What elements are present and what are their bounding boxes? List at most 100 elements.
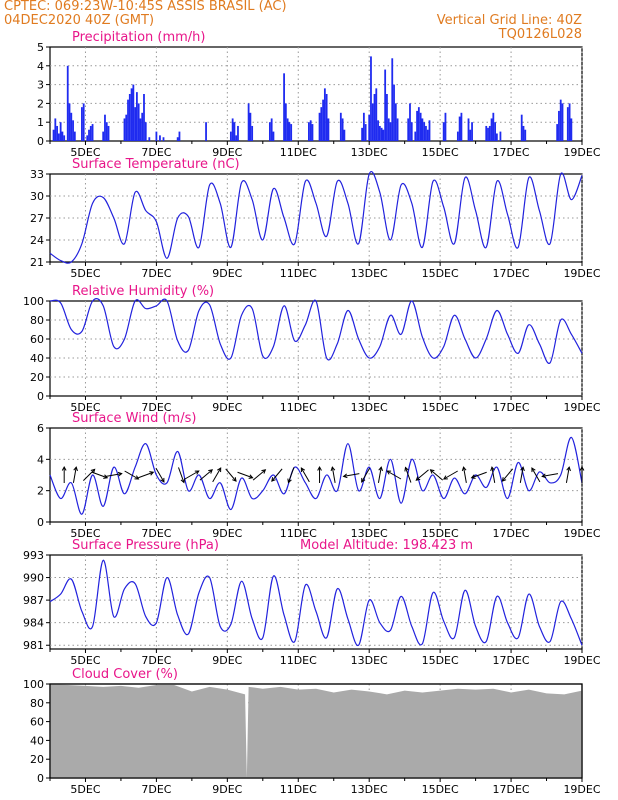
precip-bar (495, 133, 498, 141)
y-tick-label: 4 (37, 453, 44, 466)
precip-bar (52, 129, 55, 141)
y-tick-label: 40 (30, 352, 44, 365)
x-tick-label: 13DEC (351, 783, 388, 796)
precip-bar (82, 103, 85, 141)
precip-bar (86, 135, 89, 141)
precip-bar (490, 118, 493, 141)
precip-bar (494, 122, 497, 141)
precip-bar (309, 120, 312, 141)
x-tick-label: 7DEC (141, 267, 171, 280)
x-tick-label: 9DEC (212, 401, 242, 414)
x-tick-label: 9DEC (212, 783, 242, 796)
wind-arrow (212, 467, 222, 483)
x-tick-label: 19DEC (563, 527, 600, 540)
wind-arrow (178, 467, 186, 484)
x-tick-label: 19DEC (563, 401, 600, 414)
panel-subtitle: Model Altitude: 198.423 m (300, 538, 473, 553)
precip-bar (127, 99, 129, 141)
precip-bar (66, 65, 69, 141)
precip-bar (428, 120, 431, 141)
wind-arrow (579, 465, 585, 483)
x-tick-label: 13DEC (351, 527, 388, 540)
precip-bar (414, 131, 417, 141)
wind-arrow (184, 470, 200, 480)
y-tick-label: 0 (37, 772, 44, 785)
precip-bar (362, 112, 365, 141)
wind-arrow (330, 466, 336, 483)
precip-bar (566, 107, 569, 141)
precip-bar (54, 118, 57, 141)
panel-title: Surface Temperature (nC) (72, 157, 240, 172)
y-tick-label: 40 (30, 734, 44, 747)
wind-arrow (490, 466, 496, 483)
precip-bar (417, 107, 420, 141)
precip-bar (107, 125, 110, 141)
x-tick-label: 15DEC (422, 267, 459, 280)
x-tick-label: 19DEC (563, 146, 600, 159)
precip-bar (229, 131, 232, 141)
y-tick-label: 984 (23, 617, 44, 630)
y-tick-label: 60 (30, 333, 44, 346)
plot-frame (49, 46, 583, 142)
y-tick-label: 990 (23, 572, 44, 585)
y-tick-label: 6 (37, 422, 44, 435)
x-tick-label: 5DEC (70, 401, 100, 414)
y-tick-label: 0 (37, 135, 44, 148)
x-tick-label: 13DEC (351, 267, 388, 280)
precip-bar (425, 125, 427, 141)
precip-bar (231, 118, 234, 141)
precip-bar (393, 84, 395, 141)
precip-bar (290, 124, 293, 141)
precip-bar (492, 112, 495, 141)
x-tick-label: 5DEC (70, 654, 100, 667)
precip-bar (125, 114, 128, 141)
precip-bar (460, 112, 463, 141)
x-tick-label: 9DEC (212, 527, 242, 540)
precip-bar (384, 69, 387, 141)
precip-bar (382, 129, 385, 141)
precip-bar (391, 58, 394, 141)
x-tick-label: 17DEC (493, 527, 530, 540)
precip-bar (444, 112, 447, 141)
precip-bar (410, 122, 413, 141)
wind-arrow (531, 467, 541, 483)
x-tick-label: 5DEC (70, 267, 100, 280)
x-tick-label: 11DEC (280, 654, 317, 667)
y-tick-label: 2 (37, 485, 44, 498)
precip-bar (137, 103, 140, 141)
precip-bar (247, 103, 250, 141)
x-tick-label: 11DEC (280, 401, 317, 414)
rh-series-line (49, 298, 583, 364)
precip-bar (134, 107, 137, 141)
cloud-cover-area (50, 684, 582, 778)
precip-bar (205, 122, 207, 141)
x-tick-label: 19DEC (563, 654, 600, 667)
panel-wind: 0 2 4 6 5DEC 7DEC 9DEC 11DEC 13DEC 15DEC 17DEC 19DE… (37, 411, 601, 540)
panel-title: Surface Pressure (hPa) (72, 538, 219, 553)
x-tick-label: 15DEC (422, 401, 459, 414)
x-tick-label: 15DEC (422, 783, 459, 796)
x-tick-label: 11DEC (280, 783, 317, 796)
precip-bar (72, 120, 74, 141)
x-tick-label: 17DEC (493, 401, 530, 414)
precip-bar (320, 107, 323, 141)
precip-bar (524, 129, 527, 141)
precip-bar (288, 122, 291, 141)
x-tick-label: 5DEC (70, 146, 100, 159)
precip-bar (325, 94, 328, 141)
x-tick-label: 15DEC (422, 654, 459, 667)
y-tick-label: 20 (30, 371, 44, 384)
y-tick-label: 27 (30, 212, 44, 225)
y-tick-label: 4 (37, 60, 44, 73)
plot-frame (49, 683, 583, 779)
precip-bar (88, 129, 90, 141)
panel-temp: 21 24 27 30 33 5DEC 7DEC 9DEC 11DEC 13DEC 15DEC 17D… (30, 157, 601, 280)
precip-bar (233, 122, 236, 141)
precip-bar (396, 118, 399, 141)
x-tick-label: 7DEC (141, 146, 171, 159)
y-tick-label: 100 (23, 678, 44, 691)
x-tick-label: 7DEC (141, 527, 171, 540)
x-tick-label: 11DEC (280, 146, 317, 159)
x-tick-label: 15DEC (422, 146, 459, 159)
y-tick-label: 0 (37, 516, 44, 529)
